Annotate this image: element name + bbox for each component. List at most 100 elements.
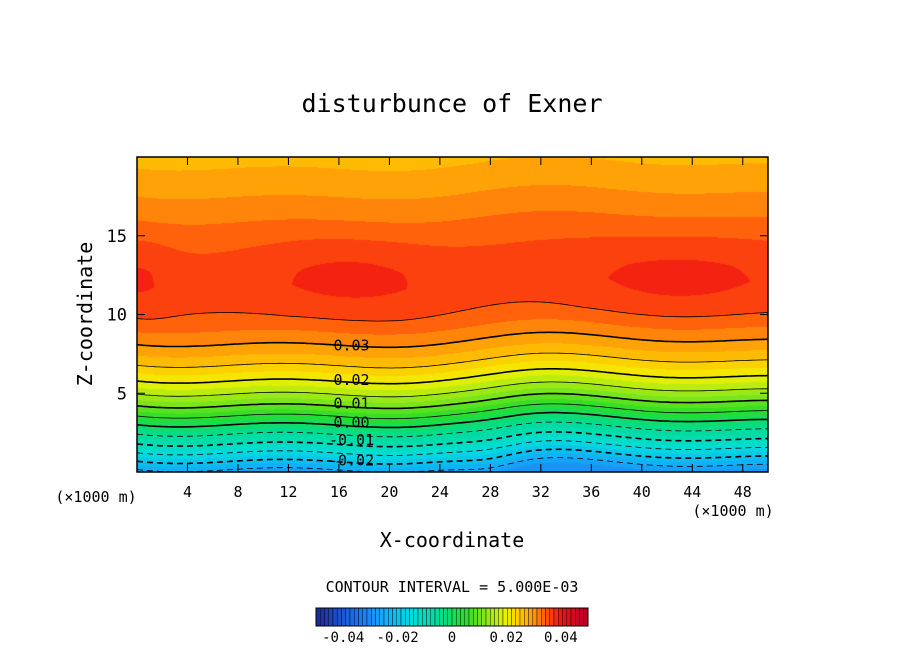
colorbar-segment [558,607,563,627]
colorbar-segment [511,607,516,627]
colorbar-segment [434,607,440,627]
colorbar-segment [532,607,538,627]
colorbar-segment [388,607,393,627]
colorbar-segment [324,607,329,627]
colorbar-segment [575,607,580,627]
colorbar-segment [579,607,584,627]
contour-label: 0.01 [333,395,369,413]
x-tick-label: 36 [582,483,600,501]
x-tick-label: 32 [532,483,550,501]
colorbar-segment [413,607,419,627]
colorbar-segment [468,607,474,627]
colorbar-segment [447,607,453,627]
colorbar-segment [392,607,397,627]
x-unit-label: (×1000 m) [692,502,773,520]
colorbar-segment [379,607,385,627]
colorbar-tick-label: 0.04 [544,630,578,646]
colorbar-segment [328,607,334,627]
colorbar-segment [583,607,589,627]
colorbar-segment [341,607,346,627]
contour-lines [137,301,768,472]
colorbar-tick-label: 0.02 [490,630,524,646]
x-tick-label: 44 [683,483,701,501]
contour-line [137,368,768,385]
x-tick-label: 4 [183,483,192,501]
contour-line [137,392,768,410]
colorbar-segment [383,607,389,627]
x-tick-label: 8 [233,483,242,501]
colorbar-segment [494,607,499,627]
colorbar-segment [553,607,559,627]
colorbar-tick-label: -0.02 [377,630,419,646]
colorbar-segment [541,607,546,627]
contour-label: 0.02 [333,371,369,389]
colorbar-segment [485,607,491,627]
contour-labels: 0.03 0.02 0.010.00-0.01 -0.02 [329,336,374,469]
contour-label: -0.01 [329,431,374,449]
contour-label: 0.03 [333,336,369,354]
contour-line [137,352,768,369]
colorbar-segment [524,607,529,627]
colorbar-segment [507,607,512,627]
x-tick-label: 24 [431,483,449,501]
colorbar-segment [477,607,482,627]
colorbar-segment [409,607,414,627]
x-tick-label: 40 [633,483,651,501]
contour-label: 0.00 [333,414,369,432]
colorbar-segment [481,607,487,627]
colorbar-tick-labels: -0.04 -0.02 0 0.02 0.04 [322,630,578,646]
colorbar-tick-label: -0.04 [322,630,364,646]
colorbar-segment [570,607,576,627]
y-unit-label: (×1000 m) [55,488,136,506]
contour-label: -0.02 [329,451,374,469]
x-axis-label: X-coordinate [380,528,525,552]
colorbar-segment [332,607,338,627]
colorbar-segment [426,607,431,627]
colorbar-segment [320,607,325,627]
colorbar-segment [498,607,504,627]
contour-line [137,381,768,398]
filled-contour-field [137,157,768,472]
colorbar-segment [349,607,355,627]
contour-line [137,448,768,465]
contour-line [137,440,768,456]
colorbar-segment [528,607,533,627]
x-tick-label: 20 [380,483,398,501]
colorbar-segment [405,607,410,627]
colorbar-segment [515,607,521,627]
y-axis-label: Z-coordinate [73,242,97,387]
colorbar-segment [375,607,380,627]
colorbar-segment [345,607,351,627]
x-tick-label: 12 [279,483,297,501]
colorbar-segment [443,607,448,627]
x-axis-ticks: 4 8 12 16 20 24 28 32 36 40 44 48 [183,157,752,501]
contour-interval-label: CONTOUR INTERVAL = 5.000E-03 [326,578,579,596]
colorbar-segment [473,607,478,627]
colorbar-segment [566,607,572,627]
colorbar-segment [456,607,461,627]
colorbar-segment [354,607,359,627]
colorbar [315,607,589,627]
y-tick-label: 10 [107,306,127,326]
colorbar-segment [536,607,542,627]
colorbar-segment [502,607,508,627]
contour-line [137,331,768,349]
y-tick-label: 15 [107,227,127,247]
colorbar-segment [371,607,376,627]
contour-line [137,457,768,472]
colorbar-segment [337,607,342,627]
x-tick-label: 16 [330,483,348,501]
colorbar-segment [545,607,550,627]
y-axis-ticks: 5 10 15 [107,227,768,404]
colorbar-segment [396,607,402,627]
colorbar-segment [451,607,457,627]
colorbar-segment [549,607,555,627]
colorbar-segment [490,607,495,627]
colorbar-segment [417,607,423,627]
x-tick-label: 28 [481,483,499,501]
contour-line [137,403,768,420]
contour-line [137,301,768,322]
colorbar-segment [422,607,427,627]
